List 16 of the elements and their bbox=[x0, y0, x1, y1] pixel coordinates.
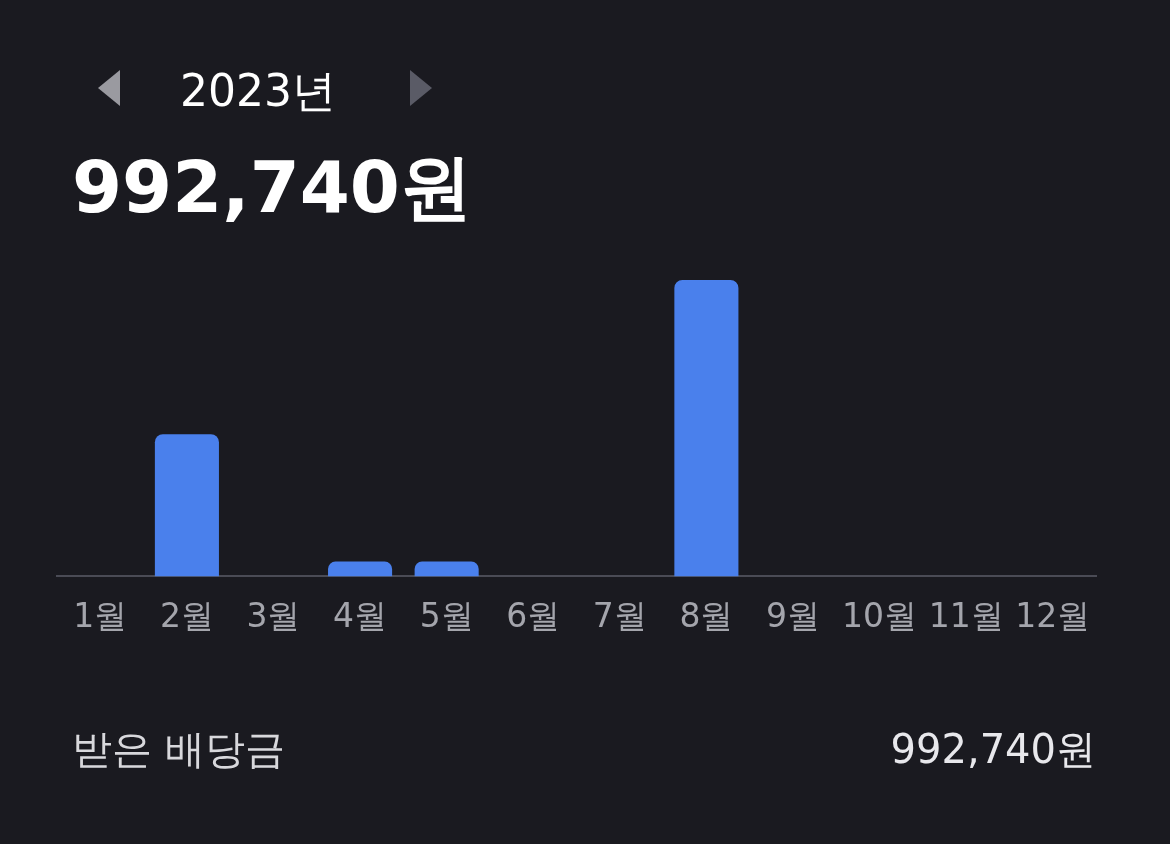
x-tick-label: 8월 bbox=[679, 595, 734, 635]
x-tick-label: 3월 bbox=[246, 595, 301, 635]
x-tick-label: 6월 bbox=[506, 595, 561, 635]
x-tick-label: 4월 bbox=[333, 595, 388, 635]
x-tick-label: 2월 bbox=[159, 595, 214, 635]
chart-title: 992,740원 bbox=[72, 144, 472, 231]
x-tick-label: 7월 bbox=[592, 595, 647, 635]
x-tick-label: 10월 bbox=[842, 595, 918, 635]
x-tick-label: 5월 bbox=[419, 595, 474, 635]
text: 992,740원 bbox=[890, 725, 1096, 774]
x-tick-label: 12월 bbox=[1015, 595, 1091, 635]
chart-subtitle: 2023년 bbox=[180, 64, 336, 118]
x-tick-label: 11월 bbox=[928, 595, 1004, 635]
x-tick-label: 1월 bbox=[73, 595, 128, 635]
x-tick-label: 9월 bbox=[765, 595, 820, 635]
text: 받은 배당금 bbox=[72, 725, 285, 774]
